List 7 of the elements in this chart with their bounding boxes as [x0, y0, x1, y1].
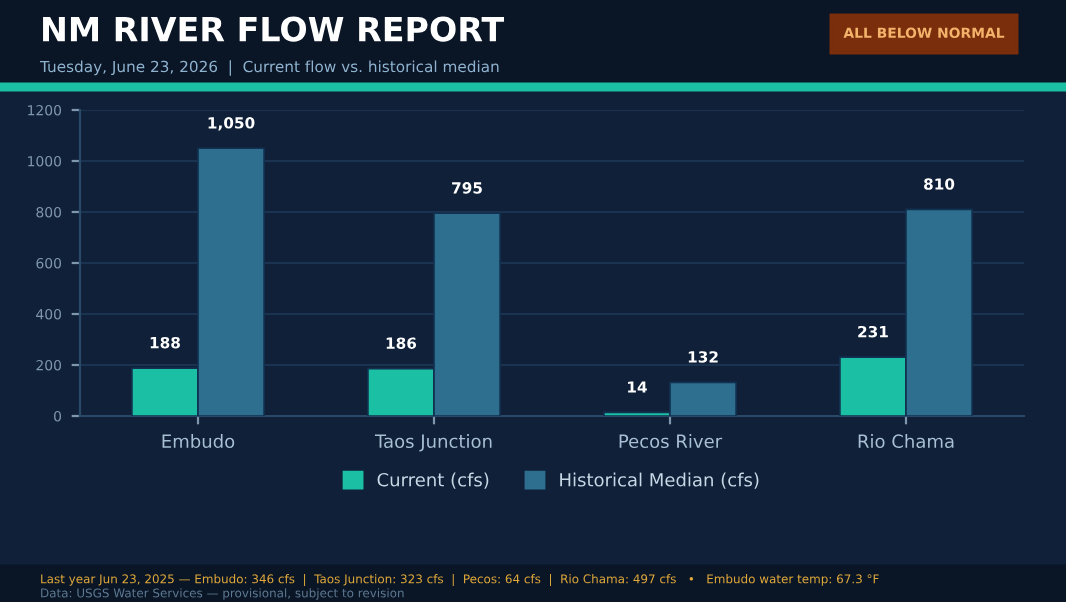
- x-tick-label: Taos Junction: [374, 434, 492, 452]
- legend-label: Historical Median (cfs): [560, 472, 759, 489]
- x-tick-label: Embudo: [162, 434, 235, 449]
- x-tick-label: Rio Chama: [858, 434, 954, 449]
- legend-label: Current (cfs): [377, 472, 489, 489]
- chart-title: NM RIVER FLOW REPORT: [43, 16, 505, 42]
- x-tick-label: Pecos River: [619, 434, 723, 449]
